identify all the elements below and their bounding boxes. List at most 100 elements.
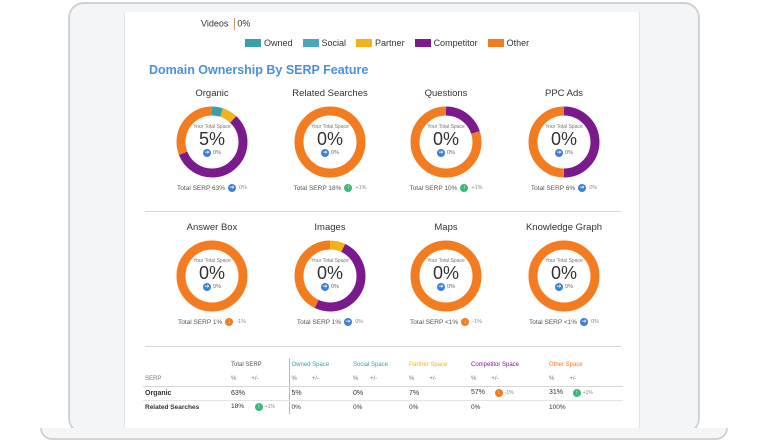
legend-item-social[interactable]: Social [302,38,347,48]
total-serp: Total SERP 10% ↑ +1% [409,184,483,192]
your-total-space-label: Your Total Space [311,123,349,130]
donut-change: ➔ 0% [555,282,573,291]
legend-label: Social [321,38,347,48]
chart-legend: Owned Social Partner Competitor Other [245,38,529,48]
donut-card-related-searches[interactable]: Related Searches Your Total Space 0% ➔ 0% Tot… [271,88,389,208]
arrow-right-icon: ➔ [203,148,212,157]
legend-item-other[interactable]: Other [487,38,530,48]
donut-title: Organic [195,88,229,99]
arrow-right-icon: ➔ [437,148,446,157]
arrow-right-icon: ➔ [344,318,353,326]
legend-label: Other [506,38,530,48]
donut-center: Your Total Space 0% ➔ 0% [408,238,484,314]
legend-label: Competitor [433,38,478,48]
cell-other: 31% ↑ +1% [547,386,623,401]
donut-chart: Your Total Space 0% ➔ 0% [526,104,602,180]
donut-segment-other [528,240,600,312]
donut-center: Your Total Space 0% ➔ 0% [174,238,250,314]
header-total-serp: Total SERP [231,362,262,368]
donut-change: ➔ 0% [203,282,221,291]
donut-change: ➔ 0% [321,148,339,157]
donut-chart: Your Total Space 0% ➔ 0% [292,104,368,180]
cell-owned: 0% [288,400,351,414]
donut-segment-other [176,240,248,312]
your-total-space-label: Your Total Space [193,257,231,264]
arrow-right-icon: ➔ [578,184,587,192]
arrow-right-icon: ➔ [203,282,212,291]
donut-segment-competitor [176,106,248,178]
cell-owned: 5% [288,386,351,401]
donut-percent: 0% [432,262,459,283]
legend-item-competitor[interactable]: Competitor [414,38,478,48]
cell-competitor: 0% [471,403,481,411]
cell-partner: 0% [409,403,419,411]
total-serp: Total SERP <1% ↓ -1% [410,318,482,326]
videos-value: 0% [237,18,251,29]
donut-title: Images [314,222,346,233]
donut-svg [528,106,600,178]
row-divider [145,346,621,347]
cell-total: 63% [229,386,289,401]
arrow-up-icon: ↑ [344,184,353,192]
donut-card-organic[interactable]: Organic Your Total Space 5% ➔ 0% Total SERP 6… [153,88,271,208]
your-total-space-label: Your Total Space [427,123,465,130]
donut-segment-other [410,106,482,178]
section-title: Domain Ownership By SERP Feature [149,63,369,77]
subheader-competitor: % +/- [469,372,547,387]
row-name: Organic [143,386,229,401]
legend-swatch [414,39,431,47]
donut-card-images[interactable]: Images Your Total Space 0% ➔ 0% Total SERP 1%… [271,222,389,342]
table-row[interactable]: Organic 63% 5% 0% 7% 57% ↓ -1% 31% ↑ +1% [143,386,623,401]
donut-change: ➔ 0% [321,282,339,291]
donut-chart: Your Total Space 5% ➔ 0% [174,104,250,180]
cell-social: 0% [353,403,363,411]
cell-competitor: 57% ↓ -1% [469,386,547,401]
arrow-right-icon: ➔ [555,282,564,291]
header-owned-space: Owned Space [288,358,351,372]
donut-chart: Your Total Space 0% ➔ 0% [408,104,484,180]
donut-percent: 0% [316,262,343,283]
donut-center: Your Total Space 0% ➔ 0% [292,238,368,314]
serp-table: Total SERP Owned Space Social Space Part… [143,358,623,414]
subheader-serp: SERP [143,372,229,387]
donut-segment-other [528,106,600,178]
videos-label: Videos [201,18,229,29]
arrow-down-icon: ↓ [494,389,503,397]
donut-card-questions[interactable]: Questions Your Total Space 0% ➔ 0% Total SERP… [387,88,505,208]
donut-svg [176,240,248,312]
subheader-partner: % +/- [407,372,469,387]
donut-title: Maps [434,222,458,233]
legend-item-partner[interactable]: Partner [356,38,405,48]
donut-center: Your Total Space 0% ➔ 0% [408,104,484,180]
donut-change: ➔ 0% [437,282,455,291]
donut-segment-other [410,240,482,312]
header-competitor-space: Competitor Space [471,362,520,368]
header-social-space: Social Space [353,362,389,368]
your-total-space-label: Your Total Space [193,123,231,130]
videos-row: Videos 0% [201,18,250,30]
donut-svg [410,106,482,178]
donut-change: ➔ 0% [555,148,573,157]
donut-card-ppc-ads[interactable]: PPC Ads Your Total Space 0% ➔ 0% Total SERP 6… [505,88,623,208]
donut-change: ➔ 0% [437,148,455,157]
donut-percent: 0% [432,128,459,149]
donut-percent: 0% [550,262,577,283]
arrow-right-icon: ➔ [321,148,330,157]
donut-card-maps[interactable]: Maps Your Total Space 0% ➔ 0% Total SERP <1% ↓… [387,222,505,342]
donut-svg [294,106,366,178]
arrow-down-icon: ↓ [461,318,470,326]
donut-chart: Your Total Space 0% ➔ 0% [526,238,602,314]
donut-card-answer-box[interactable]: Answer Box Your Total Space 0% ➔ 0% Total SER… [153,222,271,342]
donut-percent: 0% [550,128,577,149]
donut-segment-competitor [294,240,366,312]
legend-swatch [245,39,261,47]
cell-total: 18% ↑ +1% [231,403,275,412]
table-row[interactable]: Related Searches 18% ↑ +1% 0% 0% 0% 0% 1… [143,400,623,414]
donut-title: PPC Ads [544,88,584,99]
donut-card-knowledge-graph[interactable]: Knowledge Graph Your Total Space 0% ➔ 0% Tota… [505,222,623,342]
header-other-space: Other Space [549,362,583,368]
total-serp: Total SERP 1% ➔ 0% [296,318,364,326]
legend-item-owned[interactable]: Owned [245,38,293,48]
your-total-space-label: Your Total Space [311,257,349,264]
legend-swatch [356,39,373,47]
